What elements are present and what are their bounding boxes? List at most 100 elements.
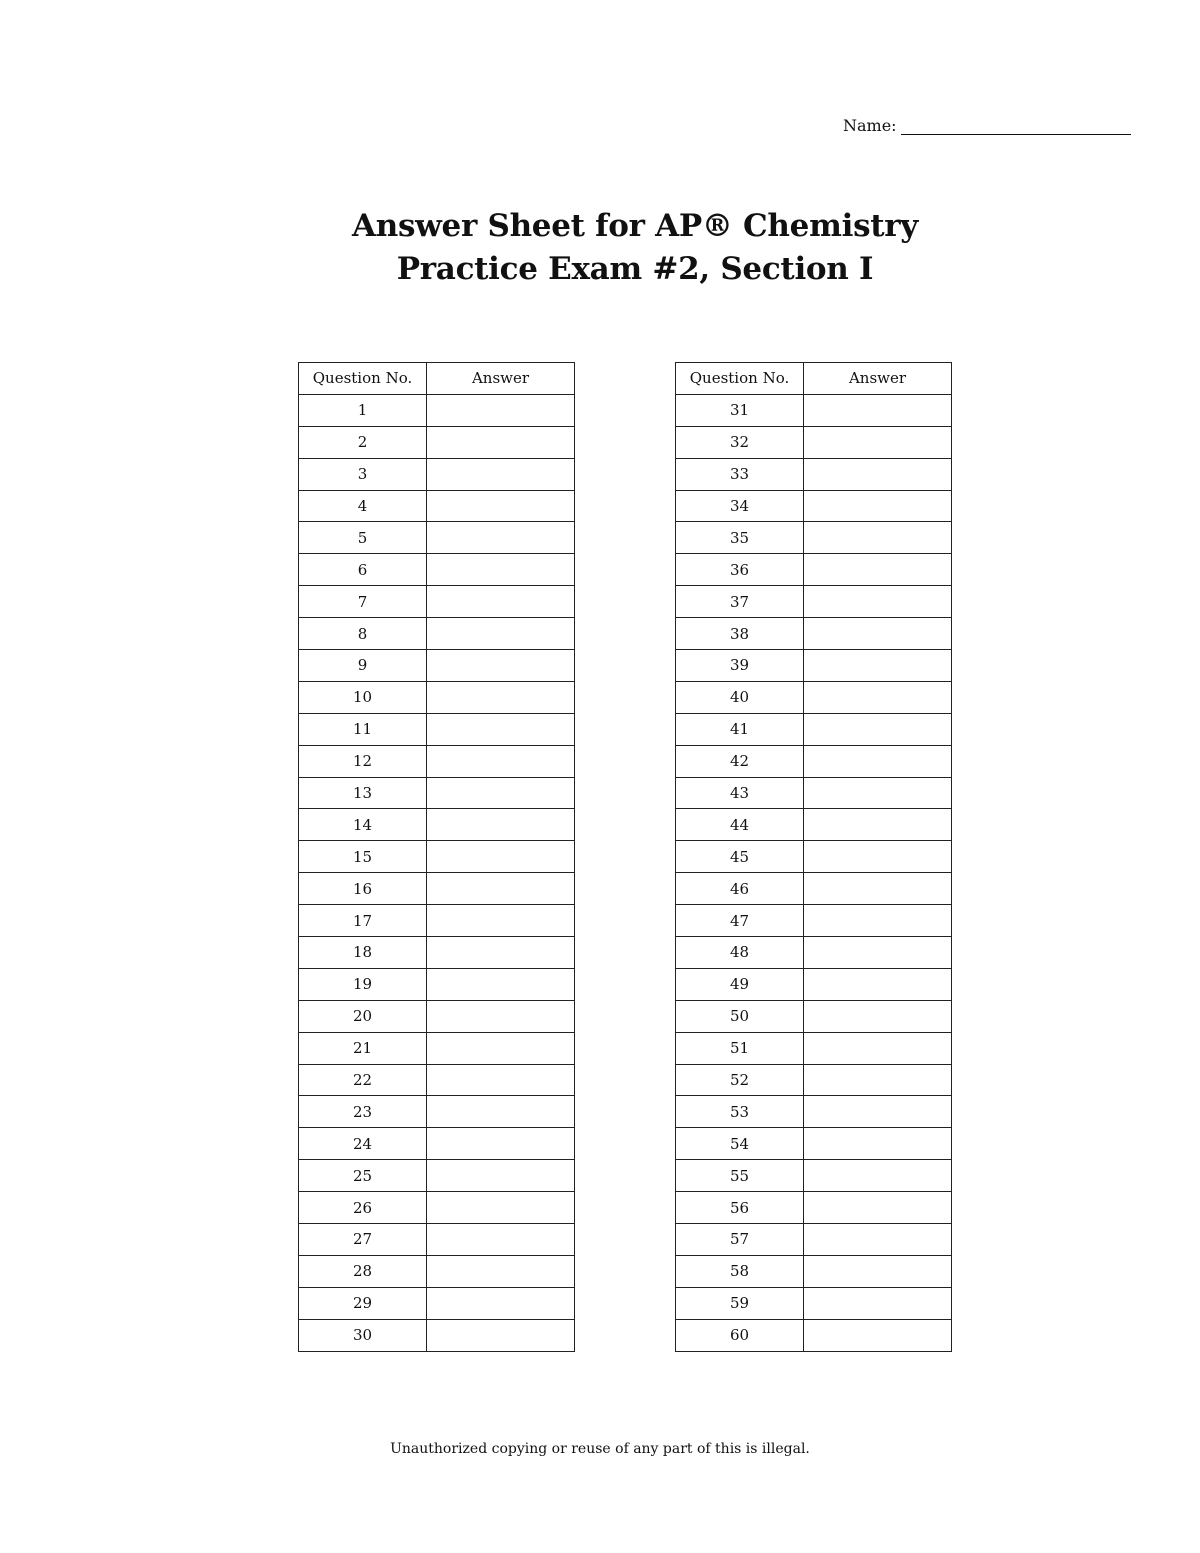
answer-cell[interactable]	[426, 617, 575, 651]
table-row: 35	[675, 521, 952, 555]
answer-cell[interactable]	[426, 840, 575, 874]
answer-cell[interactable]	[803, 649, 952, 682]
answer-cell[interactable]	[426, 776, 575, 810]
answer-cell[interactable]	[426, 1031, 575, 1065]
answer-cell[interactable]	[426, 936, 575, 969]
answer-cell[interactable]	[426, 649, 575, 682]
answer-cell[interactable]	[803, 1286, 952, 1320]
answer-cell[interactable]	[803, 1063, 952, 1097]
question-number: 49	[675, 967, 804, 1001]
answer-cell[interactable]	[803, 808, 952, 842]
answer-cell[interactable]	[803, 999, 952, 1033]
answer-cell[interactable]	[803, 1254, 952, 1288]
question-number: 55	[675, 1159, 804, 1193]
table-row: 25	[298, 1159, 575, 1193]
table-row: 13	[298, 776, 575, 810]
answer-cell[interactable]	[426, 393, 575, 427]
question-number: 17	[298, 904, 427, 938]
answer-cell[interactable]	[426, 585, 575, 619]
answer-cell[interactable]	[426, 1223, 575, 1256]
answer-cell[interactable]	[426, 457, 575, 491]
table-row: 51	[675, 1031, 952, 1065]
answer-cell[interactable]	[803, 776, 952, 810]
question-number: 38	[675, 617, 804, 651]
question-number: 11	[298, 712, 427, 746]
title-line-1: Answer Sheet for AP® Chemistry	[352, 208, 918, 244]
answer-cell[interactable]	[426, 999, 575, 1033]
question-number: 1	[298, 393, 427, 427]
table-row: 60	[675, 1318, 952, 1352]
question-number: 12	[298, 744, 427, 778]
question-number: 32	[675, 425, 804, 459]
answer-cell[interactable]	[426, 553, 575, 587]
question-number: 34	[675, 489, 804, 523]
table-row: 56	[675, 1191, 952, 1225]
copyright-footer: Unauthorized copying or reuse of any par…	[390, 1441, 810, 1457]
answer-cell[interactable]	[803, 712, 952, 746]
table-row: 3	[298, 457, 575, 491]
table-row: 18	[298, 936, 575, 969]
answer-cell[interactable]	[803, 585, 952, 619]
answer-cell[interactable]	[803, 457, 952, 491]
answer-cell[interactable]	[803, 553, 952, 587]
answer-cell[interactable]	[426, 967, 575, 1001]
answer-cell[interactable]	[803, 1127, 952, 1161]
answer-cell[interactable]	[803, 840, 952, 874]
question-number: 20	[298, 999, 427, 1033]
answer-cell[interactable]	[803, 1159, 952, 1193]
answer-cell[interactable]	[803, 904, 952, 938]
table-row: 26	[298, 1191, 575, 1225]
answer-cell[interactable]	[803, 617, 952, 651]
answer-cell[interactable]	[803, 967, 952, 1001]
answer-cell[interactable]	[426, 425, 575, 459]
table-row: 43	[675, 776, 952, 810]
question-number: 7	[298, 585, 427, 619]
table-row: 37	[675, 585, 952, 619]
answer-cell[interactable]	[803, 1031, 952, 1065]
table-row: 57	[675, 1223, 952, 1256]
question-number: 24	[298, 1127, 427, 1161]
table-row: 30	[298, 1318, 575, 1352]
answer-cell[interactable]	[426, 1127, 575, 1161]
table-row: 27	[298, 1223, 575, 1256]
answer-cell[interactable]	[803, 1223, 952, 1256]
answer-cell[interactable]	[426, 489, 575, 523]
answer-cell[interactable]	[426, 904, 575, 938]
answer-cell[interactable]	[426, 744, 575, 778]
answer-cell[interactable]	[426, 1318, 575, 1352]
answer-cell[interactable]	[803, 680, 952, 714]
table-row: 34	[675, 489, 952, 523]
table-row: 5	[298, 521, 575, 555]
answer-cell[interactable]	[803, 393, 952, 427]
answer-cell[interactable]	[426, 521, 575, 555]
answer-cell[interactable]	[426, 1191, 575, 1225]
answer-cell[interactable]	[426, 808, 575, 842]
question-number: 44	[675, 808, 804, 842]
answer-cell[interactable]	[803, 744, 952, 778]
table-row: 54	[675, 1127, 952, 1161]
answer-cell[interactable]	[426, 1159, 575, 1193]
name-blank-line[interactable]	[900, 117, 1131, 135]
table-row: 9	[298, 649, 575, 682]
answer-cell[interactable]	[426, 712, 575, 746]
answer-cell[interactable]	[426, 1286, 575, 1320]
answer-cell[interactable]	[426, 1254, 575, 1288]
answer-cell[interactable]	[803, 489, 952, 523]
answer-cell[interactable]	[803, 1191, 952, 1225]
answer-cell[interactable]	[426, 872, 575, 906]
answer-cell[interactable]	[426, 1063, 575, 1097]
question-number: 41	[675, 712, 804, 746]
answer-cell[interactable]	[803, 872, 952, 906]
answer-cell[interactable]	[803, 1318, 952, 1352]
answer-cell[interactable]	[803, 936, 952, 969]
table-row: 53	[675, 1095, 952, 1129]
answer-cell[interactable]	[426, 680, 575, 714]
question-number: 26	[298, 1191, 427, 1225]
table-row: 11	[298, 712, 575, 746]
answer-cell[interactable]	[803, 425, 952, 459]
table-row: 49	[675, 967, 952, 1001]
answer-cell[interactable]	[426, 1095, 575, 1129]
question-number: 59	[675, 1286, 804, 1320]
answer-cell[interactable]	[803, 521, 952, 555]
answer-cell[interactable]	[803, 1095, 952, 1129]
